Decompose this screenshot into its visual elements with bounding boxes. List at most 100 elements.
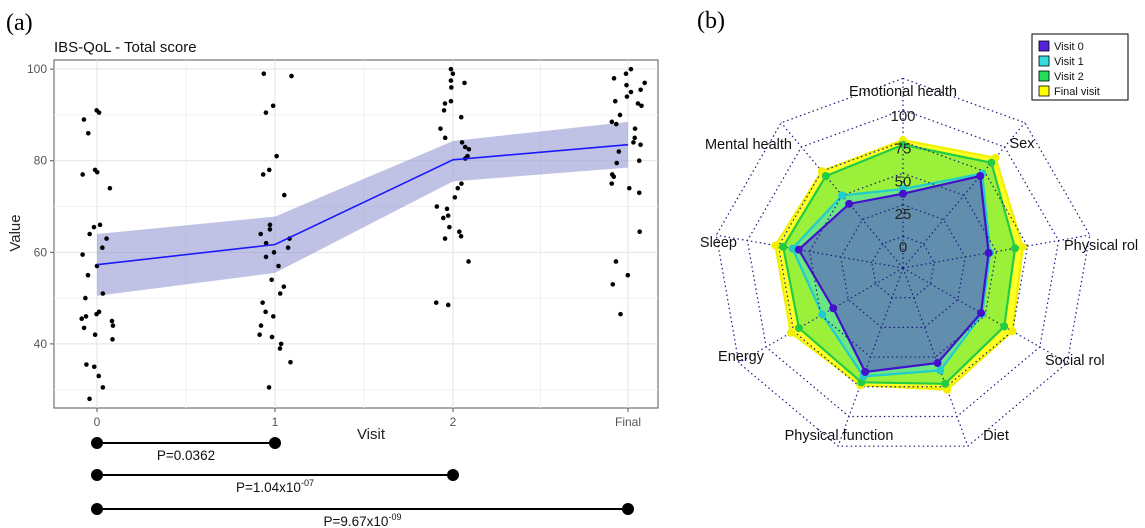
radar-chart: 0 25 50 75 100 Emotional health Sex Physical ro…: [700, 77, 1138, 447]
data-point: [263, 309, 268, 315]
confidence-band: [97, 121, 628, 296]
data-point: [79, 316, 85, 322]
data-point: [266, 167, 272, 173]
radar-marker: [829, 304, 838, 313]
data-point: [614, 160, 620, 166]
data-point: [276, 263, 281, 269]
data-point: [109, 318, 115, 324]
data-point: [617, 112, 623, 118]
data-point: [285, 245, 291, 251]
radar-marker: [984, 248, 993, 257]
radar-series-final-visit: [774, 138, 1024, 391]
data-point: [609, 181, 615, 186]
data-point: [288, 359, 293, 365]
data-point: [110, 323, 116, 328]
p-value-exponent: -07: [301, 478, 314, 488]
radar-spoke: [716, 234, 904, 269]
data-point: [632, 126, 638, 131]
data-point: [263, 240, 269, 246]
data-point: [81, 117, 87, 122]
radar-marker: [845, 199, 854, 208]
data-point: [271, 250, 277, 255]
mean-line: [96, 143, 629, 266]
data-point: [281, 284, 287, 289]
radar-marker: [818, 310, 827, 319]
radar-marker: [976, 309, 985, 318]
data-point: [612, 98, 618, 104]
data-point: [269, 277, 274, 283]
data-point: [445, 302, 451, 308]
radar-radial-tick: 50: [895, 173, 912, 190]
data-point: [83, 295, 88, 301]
radar-marker: [1018, 242, 1027, 251]
data-point: [261, 71, 267, 77]
comparison-p-value: P=0.0362: [157, 448, 215, 463]
radar-marker: [821, 172, 830, 181]
legend-swatch: [1038, 70, 1050, 82]
data-point: [104, 236, 109, 241]
data-point: [110, 337, 115, 342]
comparison-endpoint: [91, 437, 103, 449]
chart-title: IBS-QoL - Total score: [54, 39, 197, 56]
data-point: [277, 346, 283, 351]
radar-grid-ring: [871, 235, 935, 299]
comparison-endpoint: [269, 437, 281, 449]
data-point: [94, 311, 99, 317]
radar-grid-ring: [777, 140, 1029, 388]
data-point: [91, 224, 97, 230]
data-point: [628, 66, 634, 72]
panel-a-letter: (a): [6, 10, 33, 36]
radar-axis-label: Energy: [718, 349, 765, 365]
data-point: [267, 222, 273, 228]
data-point: [269, 334, 275, 340]
data-point: [642, 80, 647, 86]
comparison-endpoint: [622, 503, 634, 515]
data-point: [100, 245, 105, 251]
x-tick-label: Final: [615, 415, 641, 429]
data-point: [100, 291, 106, 296]
comparison-endpoint: [91, 503, 103, 515]
data-point: [628, 89, 634, 95]
radar-marker: [941, 379, 950, 388]
data-point: [449, 85, 454, 90]
data-point: [441, 215, 446, 221]
radar-marker: [987, 158, 996, 167]
data-point: [271, 314, 276, 319]
ci-band-area: [97, 121, 628, 296]
x-tick-label: 2: [450, 415, 457, 429]
data-point: [274, 153, 279, 159]
radar-axis-label: Sex: [1010, 136, 1036, 152]
radar-marker: [1000, 322, 1009, 331]
radar-marker: [795, 324, 804, 333]
y-axis-label: Value: [7, 214, 24, 251]
radar-marker: [788, 244, 797, 253]
data-point: [444, 206, 450, 212]
legend-label: Visit 2: [1054, 71, 1084, 83]
radar-marker: [899, 189, 907, 198]
data-point: [459, 181, 464, 186]
data-point: [610, 282, 616, 287]
data-point: [613, 259, 619, 264]
data-point: [635, 101, 641, 106]
data-point: [270, 103, 276, 109]
data-point: [85, 130, 91, 136]
data-point: [448, 98, 454, 104]
data-point: [442, 236, 448, 241]
x-axis-label: Visit: [357, 426, 386, 443]
radar-marker: [838, 191, 847, 200]
data-point: [624, 94, 630, 99]
data-point: [638, 142, 643, 148]
data-point: [260, 172, 266, 177]
data-point: [100, 385, 106, 390]
data-point: [266, 385, 272, 390]
data-point: [459, 140, 465, 145]
data-point: [466, 259, 471, 264]
data-point: [457, 229, 462, 235]
radar-marker: [1008, 327, 1017, 336]
data-point: [638, 87, 643, 93]
radar-marker: [933, 359, 942, 368]
data-point: [260, 300, 265, 305]
data-point: [92, 332, 98, 338]
data-point: [458, 114, 464, 120]
data-point: [97, 222, 103, 228]
